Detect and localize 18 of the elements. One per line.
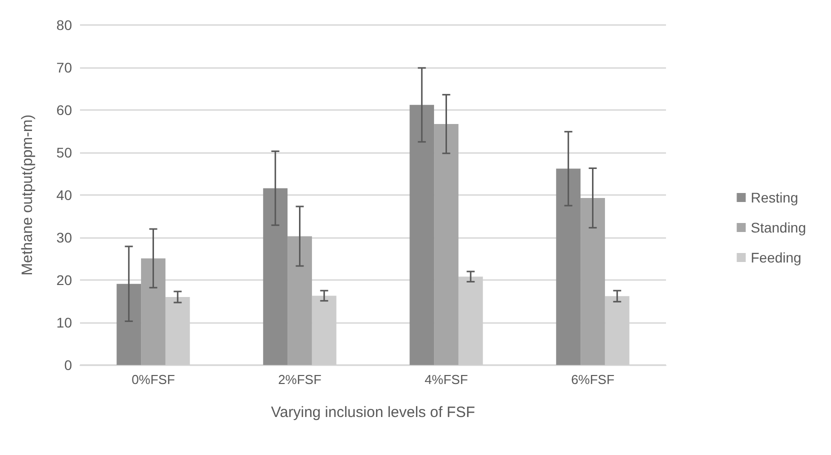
x-tick-label: 0%FSF <box>132 372 175 387</box>
y-tick-label: 70 <box>56 60 72 76</box>
y-tick-label: 50 <box>56 144 72 160</box>
legend-label: Feeding <box>750 250 802 266</box>
legend-label: Resting <box>750 190 798 206</box>
x-tick-label: 2%FSF <box>278 372 322 387</box>
y-tick-label: 40 <box>56 187 72 203</box>
y-tick-label: 20 <box>56 272 72 288</box>
y-tick-label: 60 <box>56 102 72 118</box>
y-axis-title: Methane output(ppm-m) <box>19 114 36 276</box>
x-tick-label: 4%FSF <box>424 372 468 387</box>
y-tick-label: 10 <box>56 314 72 330</box>
x-axis-title: Varying inclusion levels of FSF <box>271 404 475 421</box>
x-tick-label: 6%FSF <box>571 372 614 387</box>
y-tick-label: 30 <box>56 230 72 246</box>
y-tick-label: 80 <box>56 17 72 33</box>
legend-label: Standing <box>750 220 806 236</box>
y-tick-label: 0 <box>64 357 72 373</box>
